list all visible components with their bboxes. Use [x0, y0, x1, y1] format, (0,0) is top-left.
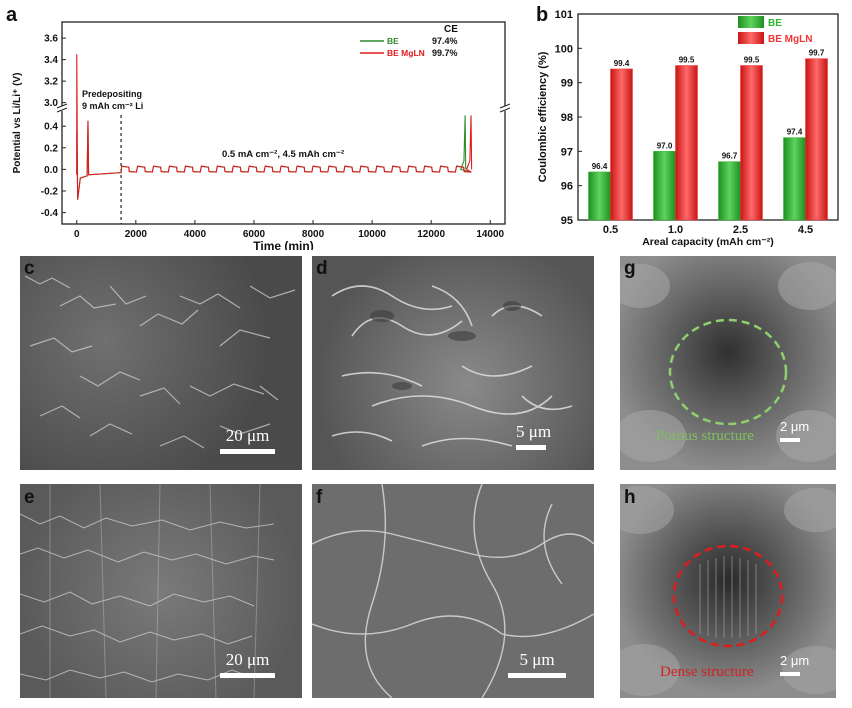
panel-label-h: h — [624, 487, 636, 508]
series-line-be-mgln — [76, 54, 473, 200]
x-axis-title-a: Time (min) — [253, 239, 313, 250]
ytick-label-b: 101 — [555, 9, 573, 21]
ytick-label-a: 3.2 — [44, 77, 58, 88]
xtick-label-b: 2.5 — [733, 224, 748, 236]
xtick-label-a: 4000 — [184, 229, 207, 240]
bar-value-label: 97.0 — [657, 141, 673, 150]
scale-bar-c: 20 μm — [220, 424, 275, 454]
legend-swatch-b — [738, 32, 764, 44]
legend-title-a: CE — [444, 24, 458, 35]
predeposit-amount-label: 9 mAh cm⁻² Li — [82, 101, 143, 111]
bar-be — [653, 151, 676, 221]
sem-image-f: 5 μm — [312, 484, 594, 698]
xtick-label-a: 0 — [74, 229, 80, 240]
ytick-label-a: 3.4 — [44, 55, 58, 66]
bar-value-label: 99.7 — [809, 49, 825, 58]
legend-label-a: BE MgLN — [387, 48, 425, 58]
axis-break-left — [56, 103, 68, 113]
xtick-label-a: 14000 — [476, 229, 504, 240]
ytick-label-a: 0.0 — [44, 165, 58, 176]
chart-a: -0.4 -0.2 0.0 0.2 0.4 3.0 3.2 3.4 3.6 0 2000 4000 60… — [12, 21, 510, 250]
legend-ce-a: 99.7% — [432, 48, 458, 58]
ytick-label-b: 99 — [561, 78, 573, 90]
bar-be — [783, 137, 806, 221]
scale-bar-d: 5 μm — [516, 420, 551, 450]
ytick-label-a: 3.0 — [44, 98, 58, 109]
ytick-label-a: -0.4 — [41, 208, 59, 219]
ytick-label-a: 0.2 — [44, 143, 58, 154]
sem-image-e: 20 μm — [20, 484, 302, 698]
bar-be — [588, 171, 611, 221]
ytick-label-b: 97 — [561, 146, 573, 158]
xtick-label-a: 8000 — [302, 229, 325, 240]
y-axis-title-a: Potential vs Li/Li⁺ (V) — [12, 73, 23, 174]
bar-be-mgln — [805, 58, 828, 221]
bar-be-mgln — [740, 65, 763, 221]
legend-label-b: BE — [768, 18, 782, 29]
scale-bar-h: 2 μm — [780, 650, 809, 676]
legend-label-a: BE — [387, 36, 399, 46]
legend-swatch-b — [738, 16, 764, 28]
predeposit-label: Predepositing — [82, 89, 142, 99]
porous-structure-label: Porous structure — [656, 428, 754, 444]
panel-label-f: f — [316, 487, 323, 508]
axis-break-right-mask — [501, 106, 509, 111]
xtick-label-a: 6000 — [243, 229, 266, 240]
condition-label: 0.5 mA cm⁻², 4.5 mAh cm⁻² — [222, 149, 344, 160]
xtick-label-a: 2000 — [125, 229, 148, 240]
ytick-label-a: 3.6 — [44, 34, 58, 45]
axis-break-left-mask — [58, 106, 66, 111]
xtick-label-b: 0.5 — [603, 224, 618, 236]
panel-label-c: c — [24, 258, 35, 279]
plot-frame-a — [61, 21, 506, 225]
ytick-label-b: 96 — [561, 181, 573, 193]
legend-ce-a: 97.4% — [432, 36, 458, 46]
xtick-label-a: 12000 — [417, 229, 445, 240]
scale-bar-g: 2 μm — [780, 416, 809, 442]
panel-label-d: d — [316, 258, 328, 279]
ytick-label-b: 98 — [561, 112, 573, 124]
sem-image-h: Dense structure 2 μm — [620, 484, 836, 698]
bar-value-label: 96.7 — [722, 152, 738, 161]
bar-value-label: 97.4 — [787, 128, 803, 137]
legend-label-b: BE MgLN — [768, 34, 812, 45]
sem-image-d: 5 μm — [312, 256, 594, 470]
y-axis-title-b: Coulombic efficiency (%) — [537, 51, 549, 182]
xtick-label-b: 4.5 — [798, 224, 813, 236]
ytick-label-b: 95 — [561, 215, 573, 227]
panel-label-a: a — [6, 4, 18, 26]
bar-be-mgln — [675, 65, 698, 221]
panel-label-e: e — [24, 487, 35, 508]
scale-bar-f: 5 μm — [508, 648, 566, 678]
bar-value-label: 99.5 — [744, 56, 760, 65]
porous-structure-circle — [668, 318, 788, 426]
scale-bar-e: 20 μm — [220, 648, 275, 678]
bar-value-label: 96.4 — [592, 162, 608, 171]
bar-value-label: 99.4 — [614, 59, 630, 68]
dense-structure-label: Dense structure — [660, 664, 754, 680]
bar-be-mgln — [610, 68, 633, 221]
xtick-label-a: 10000 — [358, 229, 386, 240]
ytick-label-a: -0.2 — [41, 187, 59, 198]
sem-image-g: Porous structure 2 μm — [620, 256, 836, 470]
xtick-label-b: 1.0 — [668, 224, 683, 236]
bar-be — [718, 161, 741, 221]
panel-label-g: g — [624, 258, 636, 279]
x-axis-title-b: Areal capacity (mAh cm⁻²) — [642, 236, 774, 248]
bar-value-label: 99.5 — [679, 56, 695, 65]
axis-break-right — [499, 103, 510, 113]
panel-label-b: b — [536, 4, 549, 26]
sem-image-c: 20 μm — [20, 256, 302, 470]
dense-structure-circle — [672, 544, 784, 648]
ytick-label-b: 100 — [555, 43, 573, 55]
chart-b: 95 96 97 98 99 100 101 Coulombic efficiency (%)… — [537, 9, 839, 248]
ytick-label-a: 0.4 — [44, 122, 58, 133]
